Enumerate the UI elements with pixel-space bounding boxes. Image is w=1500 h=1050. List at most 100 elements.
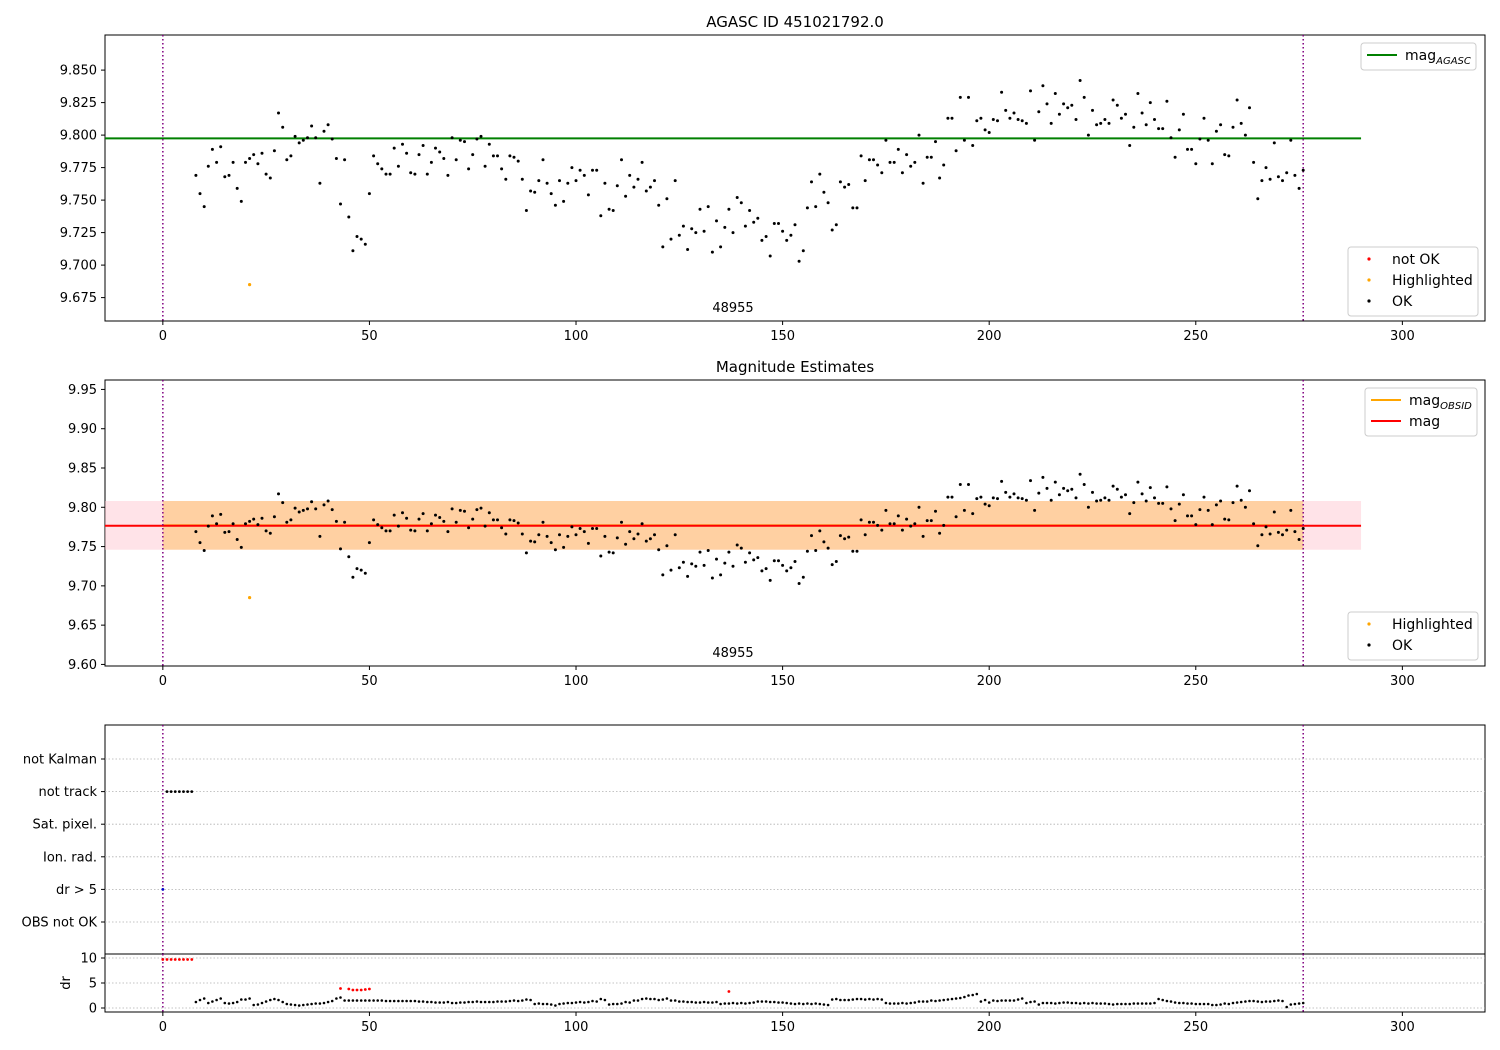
y-tick-label: 9.850 [60,64,97,79]
ok-dr-point [1281,999,1284,1003]
flag-point [161,888,165,891]
ok-point [1177,128,1181,132]
ok-dr-point [1087,1002,1090,1005]
ok-point [264,529,268,533]
ok-point [384,529,388,533]
ok-point [458,138,462,142]
ok-dr-point [1157,997,1160,1001]
ok-point [925,519,929,523]
ok-dr-point [326,1000,330,1004]
ok-point [384,172,388,176]
ok-point [644,539,648,543]
ok-point [752,220,756,224]
ok-dr-point [248,997,251,1000]
ok-point [797,582,801,585]
ok-point [1181,493,1185,497]
x-tick-label: 150 [770,329,795,344]
ok-point [1107,121,1111,125]
ok-point [1293,173,1297,177]
ok-dr-point [322,1001,326,1005]
y-tick-label: 9.65 [68,619,97,634]
not-ok-dr-point [347,987,351,991]
ok-point [698,207,702,211]
ok-point [454,158,458,162]
ok-point [260,516,264,520]
ok-point [553,548,557,552]
ok-dr-point [223,1001,227,1005]
ok-point [487,142,491,146]
ok-dr-point [975,992,979,996]
ok-point [376,162,380,166]
ok-point [516,159,520,163]
ok-point [1103,496,1107,500]
ok-point [483,524,487,528]
ok-point [210,514,214,518]
ok-point [215,160,219,164]
ok-dr-point [244,998,247,1001]
ok-point [1053,480,1057,484]
ok-point [388,172,392,176]
ok-point [413,529,417,533]
legend-marker-swatch [1367,643,1371,647]
ok-point [363,242,367,246]
ok-point [1239,498,1243,502]
y-tick-label: 0 [89,1002,97,1017]
dr-plot: dr 0 50 100 150 200 250 300 0 5 10 [59,952,1486,1035]
ok-point [533,540,537,544]
ok-point [219,512,223,516]
x-tick-label: 250 [1183,1020,1208,1035]
ok-point [950,495,954,499]
ok-dr-point [764,1000,768,1003]
ok-point [1177,502,1181,506]
ok-point [962,508,966,512]
not-ok-dr-point [355,988,359,992]
ok-dr-point [256,1003,260,1006]
ok-point [281,125,285,129]
ok-point [677,566,681,570]
ok-point [1057,112,1061,116]
ok-dr-point [1120,1002,1123,1006]
not-ok-dr-point [173,958,177,961]
flag-label: not track [38,785,97,800]
legend-marker-swatch [1367,257,1371,261]
ok-point [1186,147,1189,151]
ok-point [615,184,619,188]
ok-dr-point [430,1000,433,1004]
ok-point [194,530,198,534]
ok-point [434,513,437,517]
not-ok-dr-point [186,958,190,961]
ok-point [859,518,863,522]
ok-point [884,138,888,142]
ok-point [789,233,793,237]
ok-point [1260,533,1264,537]
ok-point [1248,489,1251,493]
ok-point [314,136,318,140]
ok-dr-point [1239,1000,1243,1004]
ok-point [698,550,702,554]
ok-point [611,209,615,212]
ok-dr-point [1149,1002,1152,1005]
axes-frame [104,379,1486,667]
ok-dr-point [649,997,652,1001]
ok-point [962,138,966,142]
ok-point [272,515,276,519]
ok-dr-point [1289,1003,1293,1006]
ok-point [268,531,272,535]
y-tick-label: 9.700 [60,259,97,274]
ok-dr-point [231,1001,235,1005]
ok-point [363,571,367,575]
ok-point [500,167,504,171]
not-ok-dr-point [368,987,371,991]
ok-point [607,207,611,211]
ok-point [277,111,280,115]
ok-point [760,569,764,573]
ok-dr-point [1248,999,1251,1003]
axes-frame [104,34,1486,322]
ok-point [1227,154,1231,158]
ok-point [917,505,921,509]
ok-dr-point [235,1000,239,1004]
flag-label: Sat. pixel. [33,818,97,833]
ok-point [793,560,797,563]
y-tick-label: 9.775 [60,161,97,176]
ok-point [1173,155,1177,159]
